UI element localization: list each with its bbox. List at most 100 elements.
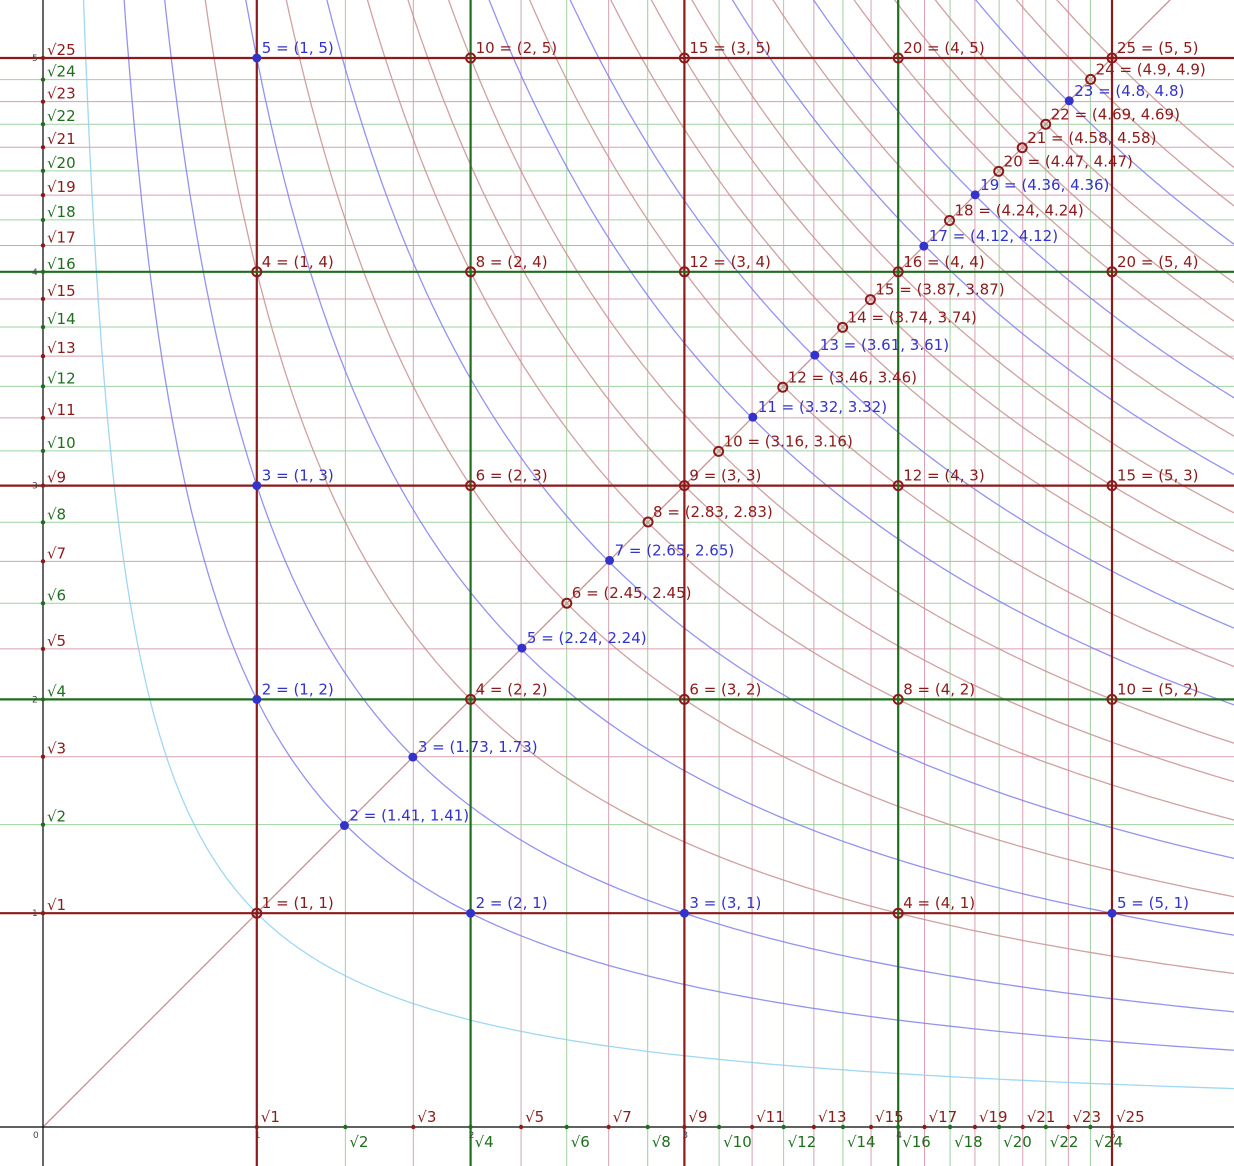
lattice-point bbox=[748, 412, 758, 422]
point-label: 2 = (2, 1) bbox=[476, 894, 548, 912]
sqrt-y-label: √13 bbox=[47, 339, 76, 357]
lattice-point bbox=[408, 752, 418, 762]
sqrt-x-tick bbox=[1020, 1124, 1025, 1130]
hyperbola-curve bbox=[1056, 0, 1234, 169]
x-tick-label: 2 bbox=[469, 1131, 475, 1141]
point-label: 23 = (4.8, 4.8) bbox=[1074, 82, 1184, 100]
sqrt-y-label: √20 bbox=[47, 154, 76, 172]
sqrt-y-label: √2 bbox=[47, 808, 66, 826]
point-label: 3 = (3, 1) bbox=[689, 894, 761, 912]
hyperbola-curve bbox=[1015, 0, 1234, 207]
sqrt-y-label: √4 bbox=[47, 682, 66, 700]
lattice-point bbox=[1106, 480, 1118, 492]
lattice-point bbox=[970, 190, 980, 200]
sqrt-x-label: √23 bbox=[1072, 1108, 1101, 1126]
sqrt-x-label: √21 bbox=[1027, 1108, 1056, 1126]
hyperbola-curve bbox=[366, 0, 1234, 821]
sqrt-x-label: √3 bbox=[417, 1108, 436, 1126]
hyperbola-curve bbox=[569, 0, 1234, 629]
point-label: 2 = (1.41, 1.41) bbox=[349, 807, 469, 825]
hyperbola-curve bbox=[123, 0, 1234, 1051]
hyperbola-curve bbox=[326, 0, 1234, 859]
sqrt-x-tick bbox=[749, 1124, 755, 1130]
hyperbola-curve bbox=[731, 0, 1234, 476]
sqrt-y-label: √24 bbox=[47, 63, 76, 81]
sqrt-x-tick bbox=[645, 1124, 650, 1130]
point-label: 25 = (5, 5) bbox=[1117, 39, 1199, 57]
sqrt-y-tick bbox=[40, 448, 46, 454]
point-label: 4 = (2, 2) bbox=[476, 680, 548, 698]
point-label: 20 = (5, 4) bbox=[1117, 253, 1199, 271]
sqrt-y-tick bbox=[40, 243, 46, 248]
point-label: 10 = (2, 5) bbox=[476, 39, 558, 57]
sqrt-y-tick bbox=[40, 911, 46, 916]
sqrt-x-label: √20 bbox=[1003, 1133, 1032, 1151]
lattice-point bbox=[678, 266, 690, 278]
lattice-point bbox=[339, 821, 349, 831]
sqrt-y-label: √22 bbox=[47, 107, 76, 125]
lattice-point bbox=[713, 445, 725, 457]
sqrt-x-tick bbox=[343, 1124, 348, 1130]
sqrt-x-tick bbox=[1088, 1124, 1093, 1130]
point-label: 20 = (4.47, 4.47) bbox=[1004, 152, 1133, 170]
point-label: 21 = (4.58, 4.58) bbox=[1027, 129, 1156, 147]
point-label: 15 = (5, 3) bbox=[1117, 467, 1199, 485]
point-label: 24 = (4.9, 4.9) bbox=[1096, 60, 1206, 78]
lattice-point bbox=[561, 597, 573, 609]
sqrt-y-tick bbox=[40, 145, 46, 150]
hyperbola-curve bbox=[285, 0, 1234, 898]
sqrt-y-label: √15 bbox=[47, 282, 76, 300]
point-label: 1 = (1, 1) bbox=[262, 894, 334, 912]
point-label: 12 = (3, 4) bbox=[689, 253, 771, 271]
hyperbola-curve bbox=[975, 0, 1234, 246]
hyperbola-curve bbox=[812, 0, 1234, 399]
sqrt-x-label: √19 bbox=[979, 1108, 1008, 1126]
y-tick-label: 4 bbox=[32, 268, 38, 278]
x-tick-label: 4 bbox=[896, 1131, 902, 1141]
lattice-point bbox=[993, 165, 1005, 177]
sqrt-x-label: √8 bbox=[652, 1133, 671, 1151]
point-label: 6 = (2, 3) bbox=[476, 467, 548, 485]
sqrt-x-label: √11 bbox=[756, 1108, 785, 1126]
sqrt-x-tick bbox=[840, 1124, 846, 1130]
sqrt-x-tick bbox=[922, 1124, 927, 1130]
sqrt-x-tick bbox=[518, 1124, 524, 1130]
point-label: 8 = (4, 2) bbox=[903, 680, 975, 698]
hyperbola-curve bbox=[772, 0, 1234, 437]
hyperbola-curve bbox=[245, 0, 1234, 936]
lattice-point bbox=[1107, 908, 1117, 918]
point-label: 10 = (3.16, 3.16) bbox=[724, 432, 853, 450]
lattice-point bbox=[678, 480, 690, 492]
y-tick-label: 5 bbox=[32, 54, 38, 64]
sqrt-y-label: √8 bbox=[47, 505, 66, 523]
sqrt-x-label: √7 bbox=[613, 1108, 632, 1126]
sqrt-y-tick bbox=[40, 483, 46, 488]
point-label: 15 = (3.87, 3.87) bbox=[875, 281, 1004, 299]
hyperbola-curve bbox=[447, 0, 1234, 744]
point-label: 8 = (2.83, 2.83) bbox=[653, 503, 773, 521]
hyperbola-curves bbox=[42, 0, 1234, 1128]
x-tick-label: 1 bbox=[255, 1131, 261, 1141]
sqrt-y-tick bbox=[40, 217, 46, 223]
sqrt-y-tick bbox=[40, 353, 46, 359]
sqrt-y-label: √18 bbox=[47, 203, 76, 221]
sqrt-x-label: √12 bbox=[788, 1133, 817, 1151]
x-tick-label: 3 bbox=[682, 1131, 688, 1141]
sqrt-x-label: √16 bbox=[902, 1133, 931, 1151]
sqrt-y-tick bbox=[40, 55, 46, 61]
lattice-point bbox=[642, 516, 654, 528]
lattice-point bbox=[777, 381, 789, 393]
lattice-point bbox=[465, 693, 477, 705]
sqrt-x-label: √17 bbox=[929, 1108, 958, 1126]
point-label: 22 = (4.69, 4.69) bbox=[1051, 105, 1180, 123]
lattice-point bbox=[892, 52, 904, 64]
sqrt-x-label: √15 bbox=[875, 1108, 904, 1126]
sqrt-y-tick bbox=[40, 822, 46, 827]
sqrt-y-tick bbox=[40, 121, 46, 127]
point-label: 12 = (3.46, 3.46) bbox=[788, 368, 917, 386]
point-label: 3 = (1.73, 1.73) bbox=[418, 738, 538, 756]
lattice-point bbox=[678, 693, 690, 705]
lattice-point bbox=[252, 53, 262, 63]
hyperbola-curve bbox=[893, 0, 1234, 322]
